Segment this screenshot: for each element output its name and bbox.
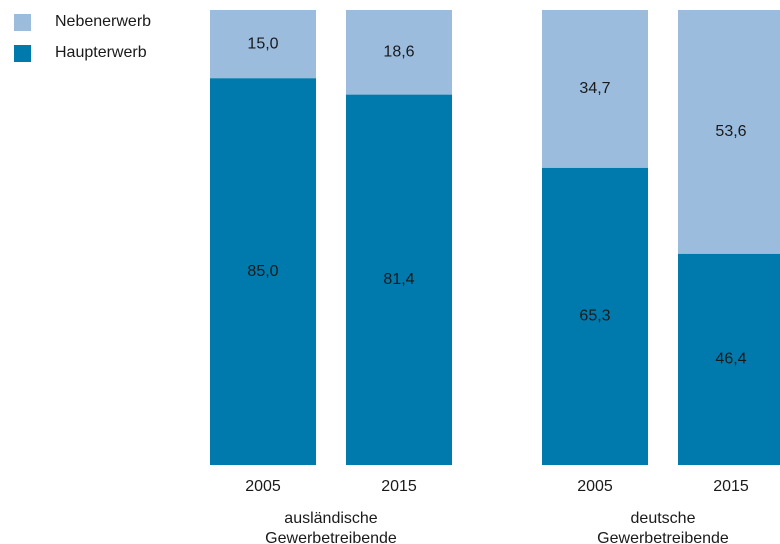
x-tick-label-1-1: 2015 xyxy=(713,478,749,495)
group-label-0-line-0: ausländische xyxy=(284,510,378,527)
bar-haupterwerb-0-0 xyxy=(210,78,316,465)
group-label-0-line-1: Gewerbetreibende xyxy=(265,530,397,544)
data-label-haupterwerb-1-1: 46,4 xyxy=(715,351,746,368)
x-tick-label-1-0: 2005 xyxy=(577,478,613,495)
bar-haupterwerb-1-0 xyxy=(542,167,648,465)
legend-label-haupterwerb: Haupterwerb xyxy=(55,44,147,61)
legend-swatch-nebenerwerb xyxy=(14,13,31,31)
data-label-nebenerwerb-1-1: 53,6 xyxy=(715,123,746,140)
data-label-haupterwerb-0-1: 81,4 xyxy=(383,271,414,288)
bar-haupterwerb-1-1 xyxy=(678,253,780,465)
data-label-nebenerwerb-0-0: 15,0 xyxy=(247,35,278,52)
data-label-nebenerwerb-0-1: 18,6 xyxy=(383,44,414,61)
legend: Nebenerwerb Haupterwerb xyxy=(14,10,151,72)
data-label-haupterwerb-1-0: 65,3 xyxy=(579,308,610,325)
bar-nebenerwerb-0-1 xyxy=(346,10,452,95)
group-label-1-line-0: deutsche xyxy=(631,510,696,527)
x-tick-label-0-1: 2015 xyxy=(381,478,417,495)
bar-nebenerwerb-1-0 xyxy=(542,10,648,168)
bar-nebenerwerb-1-1 xyxy=(678,10,780,254)
legend-swatch-haupterwerb xyxy=(14,44,31,62)
legend-item-nebenerwerb: Nebenerwerb xyxy=(14,10,151,34)
bar-haupterwerb-0-1 xyxy=(346,94,452,465)
bar-nebenerwerb-0-0 xyxy=(210,10,316,79)
group-label-1-line-1: Gewerbetreibende xyxy=(597,530,729,544)
x-tick-label-0-0: 2005 xyxy=(245,478,281,495)
data-label-haupterwerb-0-0: 85,0 xyxy=(247,263,278,280)
legend-label-nebenerwerb: Nebenerwerb xyxy=(55,13,152,30)
data-label-nebenerwerb-1-0: 34,7 xyxy=(579,80,610,97)
legend-item-haupterwerb: Haupterwerb xyxy=(14,41,151,65)
